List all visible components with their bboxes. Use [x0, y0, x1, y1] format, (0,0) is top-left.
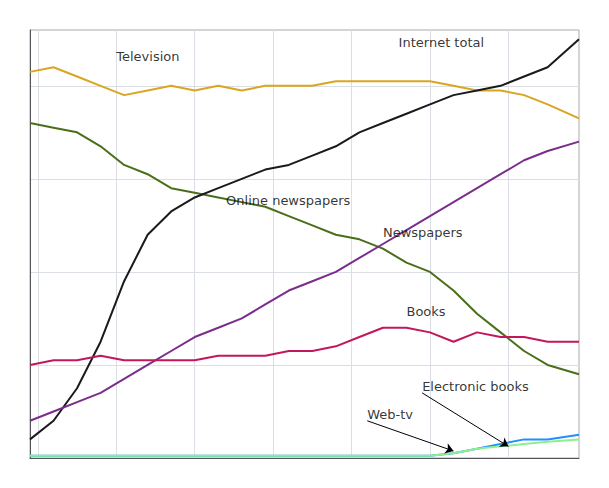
svg-text:Books: Books: [406, 304, 445, 319]
svg-text:Electronic books: Electronic books: [422, 379, 529, 394]
svg-text:Web-tv: Web-tv: [367, 407, 413, 422]
svg-text:Internet total: Internet total: [399, 35, 484, 50]
svg-text:Online newspapers: Online newspapers: [226, 193, 351, 208]
svg-text:Newspapers: Newspapers: [383, 225, 463, 240]
svg-text:Television: Television: [115, 49, 179, 64]
